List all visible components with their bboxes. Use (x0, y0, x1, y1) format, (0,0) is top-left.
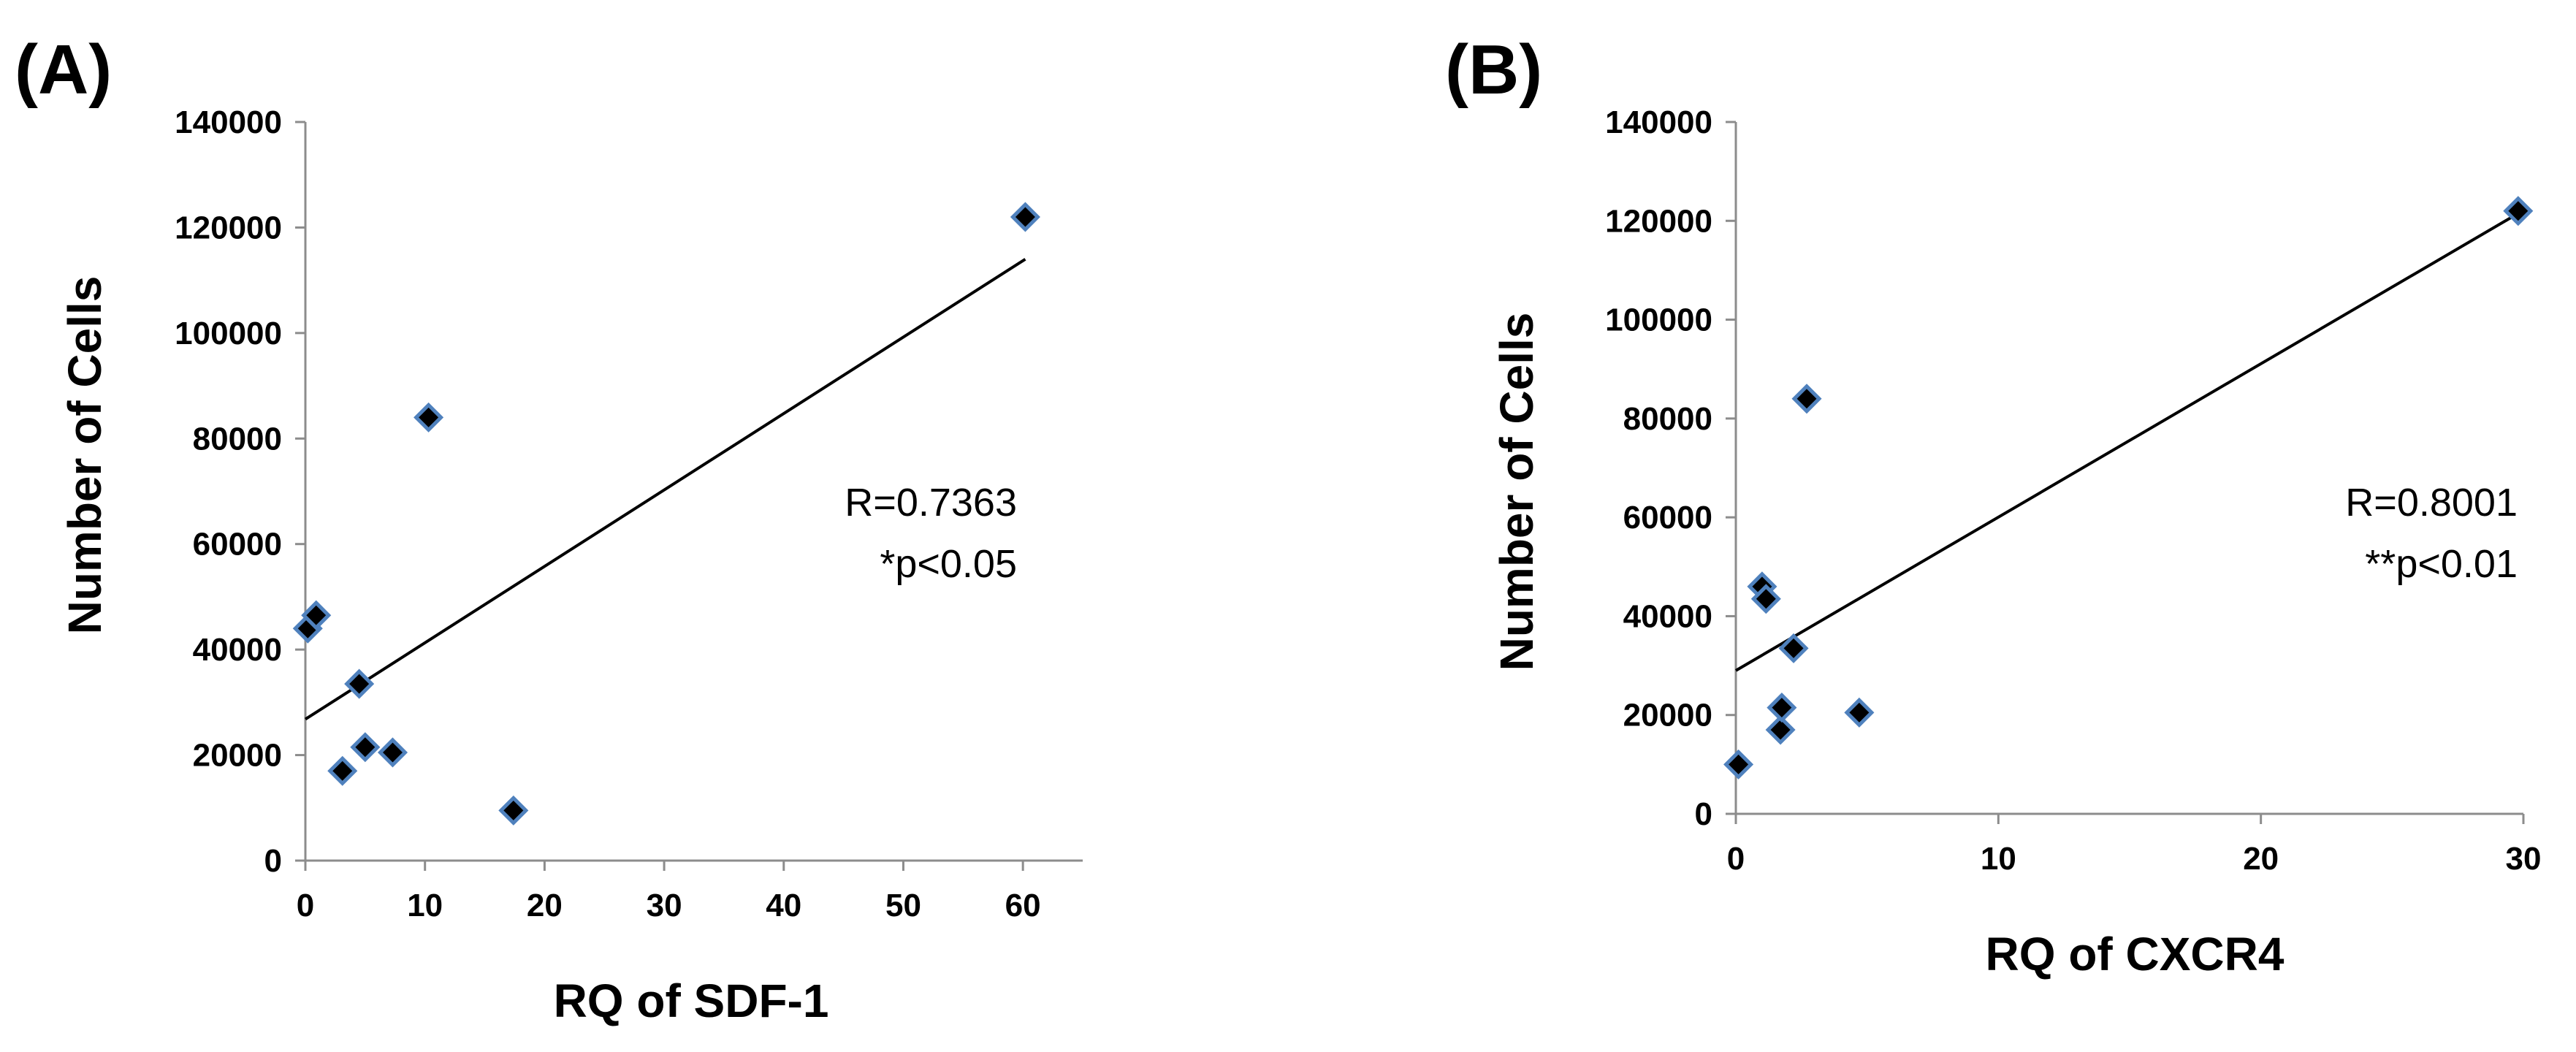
y-tick-label: 80000 (193, 421, 282, 457)
x-tick-label: 30 (2506, 841, 2542, 877)
y-tick-label: 0 (1695, 796, 1712, 832)
panel-a-x-axis-title: RQ of SDF-1 (554, 975, 829, 1027)
y-tick-label: 80000 (1623, 401, 1712, 437)
x-tick-label: 20 (2243, 841, 2279, 877)
data-point (1778, 633, 1809, 663)
data-point (1791, 384, 1822, 414)
panel-b-y-axis-title: Number of Cells (1490, 313, 1543, 671)
data-point (1723, 749, 1754, 780)
panel-a-y-axis-title: Number of Cells (58, 276, 111, 635)
x-tick-label: 20 (527, 888, 563, 923)
data-point (1844, 697, 1875, 728)
y-tick-label: 100000 (1605, 302, 1712, 338)
panel-b-x-axis-title: RQ of CXCR4 (1986, 928, 2285, 980)
y-tick-label: 60000 (193, 527, 282, 563)
x-tick-label: 0 (297, 888, 314, 923)
x-tick-label: 40 (766, 888, 801, 923)
x-tick-label: 60 (1005, 888, 1041, 923)
trendline (304, 258, 1026, 721)
trendline (1734, 212, 2519, 672)
panel-b-p-annotation: **p<0.01 (2365, 542, 2518, 586)
panel-b: (B) Number of Cells RQ of CXCR4 R=0.8001… (1445, 31, 2541, 980)
data-point (2503, 196, 2534, 226)
y-tick-label: 40000 (193, 632, 282, 668)
panel-a-r-annotation: R=0.7363 (845, 481, 1017, 525)
data-point (327, 755, 358, 786)
y-tick-label: 40000 (1623, 598, 1712, 634)
y-tick-label: 100000 (175, 316, 282, 351)
y-tick-label: 20000 (193, 738, 282, 774)
panel-b-label: (B) (1445, 31, 1542, 109)
y-tick-label: 140000 (1605, 104, 1712, 140)
panel-a-p-annotation: *p<0.05 (880, 542, 1017, 586)
panel-a-label: (A) (15, 31, 112, 109)
x-tick-label: 10 (407, 888, 443, 923)
data-point (377, 737, 408, 768)
y-tick-label: 60000 (1623, 500, 1712, 535)
data-point (498, 795, 529, 826)
panel-b-r-annotation: R=0.8001 (2345, 481, 2518, 525)
y-tick-label: 0 (264, 843, 282, 879)
data-point (301, 600, 332, 630)
data-point (1010, 202, 1040, 232)
y-tick-label: 120000 (175, 210, 282, 245)
x-tick-label: 30 (647, 888, 682, 923)
y-tick-label: 140000 (175, 104, 282, 140)
data-point (344, 668, 375, 699)
data-point (1765, 714, 1796, 745)
x-tick-label: 50 (885, 888, 921, 923)
panel-a: (A) Number of Cells RQ of SDF-1 R=0.7363… (15, 31, 1083, 1027)
x-tick-label: 0 (1727, 841, 1745, 877)
y-tick-label: 120000 (1605, 203, 1712, 239)
data-point (350, 732, 381, 763)
y-tick-label: 20000 (1623, 698, 1712, 733)
x-tick-label: 10 (1981, 841, 2016, 877)
data-point (1767, 693, 1797, 723)
data-point (414, 402, 444, 432)
data-point (1750, 584, 1781, 614)
